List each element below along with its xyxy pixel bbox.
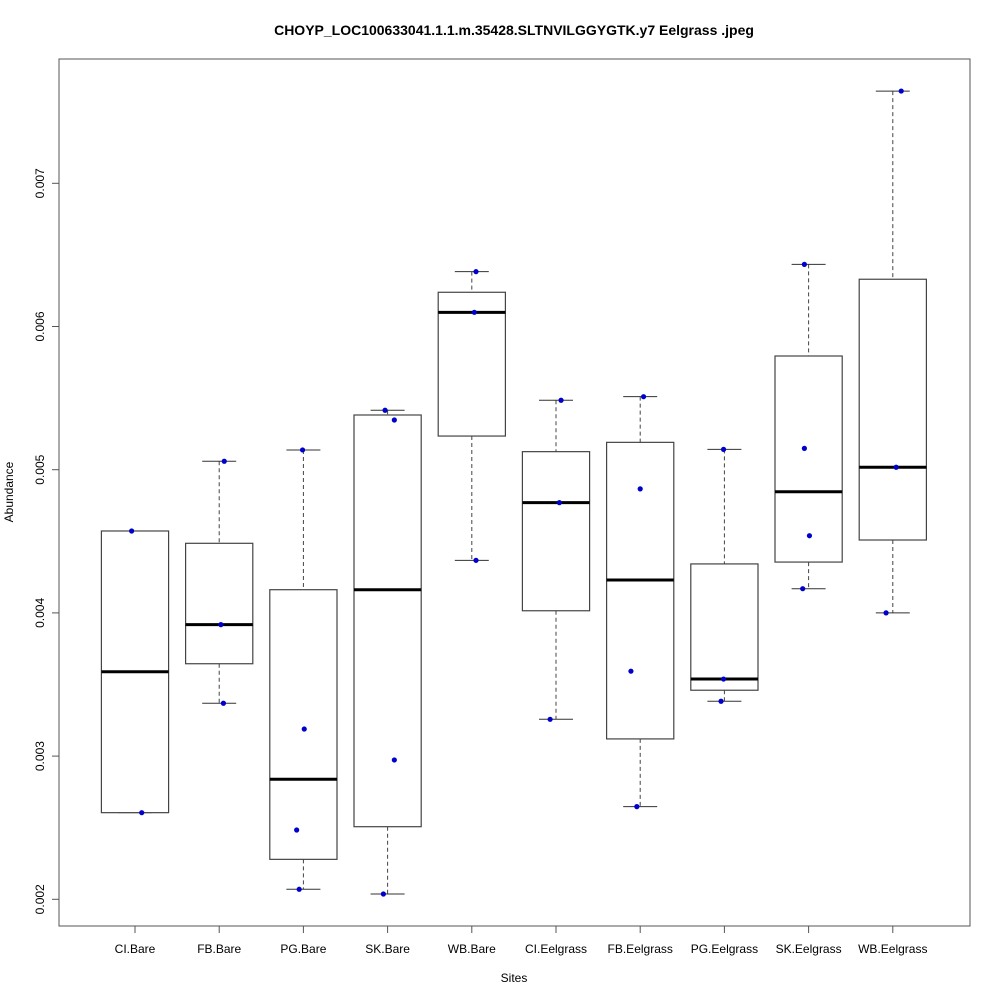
y-tick-label: 0.002 [33,884,47,914]
chart-title: CHOYP_LOC100633041.1.1.m.35428.SLTNVILGG… [274,22,754,38]
y-tick-label: 0.007 [33,168,47,198]
data-point [718,698,724,704]
box-SK.Eelgrass [774,263,843,590]
data-point [628,668,634,674]
data-point [806,533,813,539]
data-point [301,726,307,732]
iqr-box [185,542,254,665]
data-point [296,886,302,892]
y-tick-label: 0.006 [33,311,47,341]
data-point [883,610,889,616]
y-tick-label: 0.005 [33,454,47,484]
box-FB.Eelgrass [605,396,675,808]
iqr-box [353,414,422,828]
iqr-box [774,355,843,563]
data-point [391,417,397,423]
x-tick-label: WB.Eelgrass [858,942,927,956]
x-tick-label: FB.Bare [197,942,241,956]
data-point [720,446,727,452]
box-WB.Bare [437,271,507,561]
x-tick-label: PG.Bare [280,942,326,956]
data-point [720,676,727,682]
box-PG.Bare [269,449,338,890]
data-point [801,261,807,267]
y-tick-label: 0.004 [33,598,47,628]
box-WB.Eelgrass [858,90,928,614]
x-tick-label: SK.Bare [365,942,410,956]
data-point [391,757,397,763]
points-group [129,88,904,897]
data-point [221,458,227,464]
data-point [893,464,899,470]
data-point [473,557,479,563]
data-point [473,269,479,275]
iqr-box [437,291,507,437]
data-point [637,486,643,492]
box-PG.Eelgrass [690,448,759,702]
box-CI.Bare [100,530,170,814]
x-tick-label: CI.Bare [115,942,156,956]
data-point [547,716,553,722]
x-tick-label: SK.Eelgrass [776,942,842,956]
data-point [220,700,227,706]
iqr-box [858,278,928,541]
iqr-box [605,441,675,740]
data-point [218,622,224,628]
box-SK.Bare [353,409,422,895]
data-point [380,891,386,897]
iqr-box [269,589,338,860]
boxes-group [100,90,928,895]
x-tick-label: CI.Eelgrass [525,942,587,956]
y-axis-label: Abundance [2,461,16,522]
y-tick-label: 0.003 [33,741,47,771]
data-point [299,447,306,453]
data-point [800,586,806,592]
data-point [382,407,388,413]
iqr-box [690,563,759,691]
data-point [471,309,477,315]
data-point [139,810,145,816]
data-point [634,804,640,810]
x-tick-label: WB.Bare [448,942,496,956]
x-tick-label: PG.Eelgrass [691,942,758,956]
data-point [898,88,904,94]
x-axis: CI.Bare FB.Bare PG.Bare SK.Bare WB.Bare CI.Ee… [115,925,927,956]
box-FB.Bare [185,460,254,704]
data-point [294,827,300,833]
data-point [129,528,135,534]
x-tick-label: FB.Eelgrass [608,942,673,956]
data-point [640,394,647,400]
box-CI.Eelgrass [521,399,591,720]
iqr-box [521,451,591,612]
data-point [801,445,807,451]
data-point [558,397,564,403]
x-axis-label: Sites [501,971,528,985]
data-point [556,500,562,506]
y-axis: 0.002 0.003 0.004 0.005 0.006 0.007 [33,168,60,914]
